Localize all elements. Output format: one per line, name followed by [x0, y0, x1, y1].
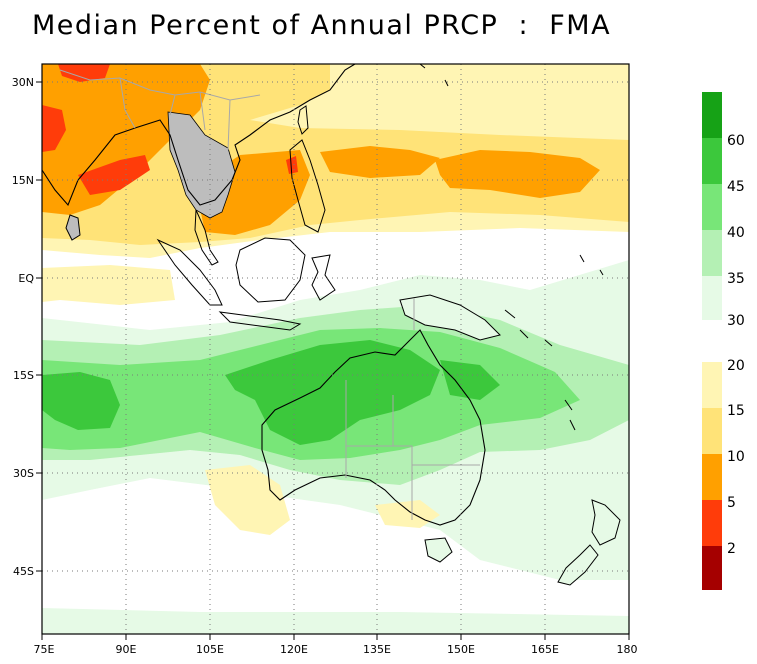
graticule — [42, 64, 629, 634]
legend-label: 2 — [727, 541, 736, 557]
new-guinea-outline — [399, 294, 501, 341]
field-5pct-north-d — [435, 150, 600, 198]
sumatra-outline — [156, 238, 223, 306]
legend-label: 30 — [727, 313, 745, 329]
lat-tick-label: 15S — [13, 369, 34, 382]
legend-label: 10 — [727, 449, 745, 465]
legend-swatch — [702, 184, 722, 230]
legend-label: 60 — [727, 133, 745, 149]
field-2pct-north-b — [78, 155, 150, 195]
lat-tick-label: 30N — [12, 76, 34, 89]
legend-swatch — [702, 500, 722, 546]
lon-tick-label: 135E — [363, 643, 391, 656]
field-15pct-equator — [42, 265, 175, 305]
lat-tick-label: 45S — [13, 565, 34, 578]
legend-label: 45 — [727, 179, 745, 195]
lon-tick-label: 180 — [617, 643, 638, 656]
map-title: Median Percent of Annual PRCP : FMA — [32, 10, 611, 41]
legend-swatch — [702, 92, 722, 138]
field-2pct-north-a — [42, 105, 66, 152]
australia-outline — [261, 329, 486, 526]
legend-swatch — [702, 230, 722, 276]
legend-swatch — [702, 454, 722, 500]
legend-swatch — [702, 362, 722, 408]
legend-swatch — [702, 138, 722, 184]
map-fields — [42, 64, 629, 634]
taiwan-outline — [297, 105, 309, 135]
borneo-outline — [235, 237, 306, 303]
lat-tick-label: EQ — [18, 272, 34, 285]
field-2pct-north-c — [58, 64, 110, 82]
sulawesi-outline — [311, 254, 336, 301]
pacific-islands — [419, 64, 604, 431]
legend-label: 35 — [727, 271, 745, 287]
lon-tick-label: 150E — [447, 643, 475, 656]
legend-swatch — [702, 546, 722, 590]
legend-label: 20 — [727, 358, 745, 374]
field-45pct-south-b — [225, 340, 440, 445]
lat-tick-label: 30S — [13, 467, 34, 480]
field-45pct-south-a — [42, 372, 120, 430]
title-bar: Median Percent of Annual PRCP : FMA — [32, 10, 611, 41]
field-2pct-north-d — [286, 156, 298, 174]
lon-tick-label: 105E — [196, 643, 224, 656]
unshaded-land-se-asia — [167, 111, 236, 219]
lon-tick-label: 90E — [116, 643, 137, 656]
java-outline — [218, 311, 302, 331]
lon-tick-label: 120E — [280, 643, 308, 656]
field-5pct-north-c — [320, 146, 440, 178]
australia-state-borders — [345, 380, 480, 520]
field-45pct-south-c — [440, 360, 500, 400]
asia-country-borders — [59, 69, 261, 151]
lat-tick-label: 15N — [12, 174, 34, 187]
asia-coastline — [42, 64, 356, 207]
malay-peninsula — [194, 209, 219, 266]
new-zealand-north — [591, 499, 621, 546]
legend-label: 40 — [727, 225, 745, 241]
lon-tick-label: 165E — [531, 643, 559, 656]
new-zealand-south — [557, 544, 599, 586]
legend-label: 5 — [727, 495, 736, 511]
philippines-outline — [289, 139, 326, 233]
legend-label: 15 — [727, 403, 745, 419]
map-frame — [41, 63, 630, 635]
field-30pct-far-south — [42, 608, 629, 634]
tick-marks — [36, 81, 630, 640]
field-15pct-south-b — [375, 500, 440, 528]
sri-lanka-outline — [65, 214, 81, 241]
tasmania-outline — [424, 537, 453, 563]
legend-swatch — [702, 276, 722, 320]
lon-tick-label: 75E — [34, 643, 55, 656]
legend-swatch — [702, 408, 722, 454]
